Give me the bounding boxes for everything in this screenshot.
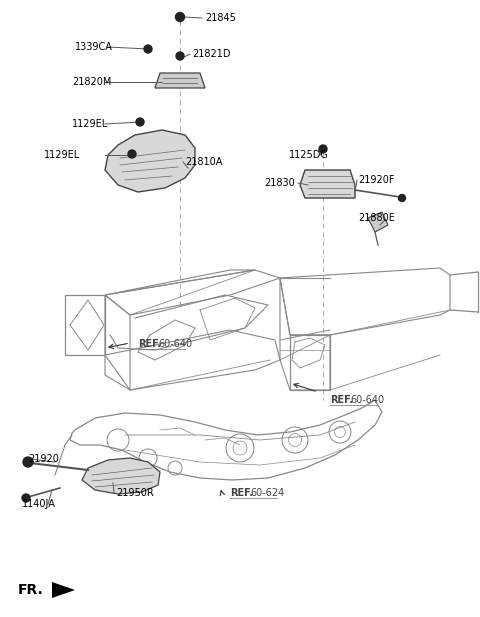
Text: 21950R: 21950R [116, 488, 154, 498]
Text: 60-640: 60-640 [350, 395, 384, 405]
Text: 21920F: 21920F [358, 175, 395, 185]
Text: 21920: 21920 [28, 454, 59, 464]
Circle shape [144, 45, 152, 53]
Text: 60-640: 60-640 [158, 339, 192, 349]
Polygon shape [300, 170, 355, 198]
Circle shape [22, 494, 30, 502]
Text: 21830: 21830 [264, 178, 295, 188]
Circle shape [176, 52, 184, 60]
Text: 1339CA: 1339CA [75, 42, 113, 52]
Text: REF.: REF. [330, 395, 353, 405]
Circle shape [176, 12, 184, 22]
Text: 21810A: 21810A [185, 157, 222, 167]
Text: 1125DG: 1125DG [289, 150, 329, 160]
Circle shape [136, 118, 144, 126]
Text: 1129EL: 1129EL [44, 150, 80, 160]
Text: REF.: REF. [230, 488, 253, 498]
Circle shape [319, 145, 327, 153]
Text: 60-624: 60-624 [250, 488, 284, 498]
Text: 21845: 21845 [205, 13, 236, 23]
Text: 21820M: 21820M [72, 77, 111, 87]
Polygon shape [155, 73, 205, 88]
Polygon shape [105, 130, 195, 192]
Text: 1129EL: 1129EL [72, 119, 108, 129]
Circle shape [128, 150, 136, 158]
Polygon shape [368, 212, 388, 232]
Polygon shape [52, 582, 75, 598]
Text: 21821D: 21821D [192, 49, 230, 59]
Polygon shape [82, 458, 160, 494]
Text: 1140JA: 1140JA [22, 499, 56, 509]
Text: FR.: FR. [18, 583, 44, 597]
Text: REF.: REF. [138, 339, 161, 349]
Text: 21880E: 21880E [358, 213, 395, 223]
Circle shape [23, 457, 33, 467]
Circle shape [398, 194, 406, 202]
